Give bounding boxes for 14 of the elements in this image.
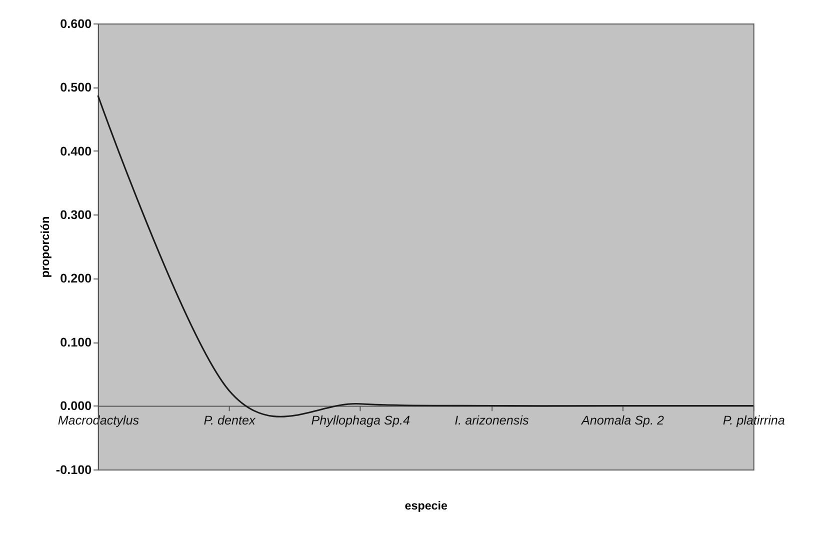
x-tick-label: Phyllophaga Sp.4 bbox=[311, 414, 410, 428]
x-tick-label: Anomala Sp. 2 bbox=[580, 414, 664, 428]
x-tick-label: I. arizonensis bbox=[454, 414, 530, 428]
y-axis-title: proporción bbox=[39, 216, 52, 278]
y-tick-label: 0.300 bbox=[60, 208, 92, 222]
y-tick-label: 0.100 bbox=[60, 335, 92, 350]
y-tick-label: 0.000 bbox=[60, 399, 92, 414]
y-tick-label: 0.600 bbox=[60, 16, 92, 31]
x-axis-title: especie bbox=[404, 500, 448, 513]
y-tick-label: 0.200 bbox=[60, 272, 92, 286]
x-tick-label: P. dentex bbox=[204, 414, 256, 428]
y-tick-label: 0.500 bbox=[60, 80, 92, 95]
y-tick-label: -0.100 bbox=[56, 462, 92, 477]
y-tick-label: 0.400 bbox=[60, 144, 92, 158]
